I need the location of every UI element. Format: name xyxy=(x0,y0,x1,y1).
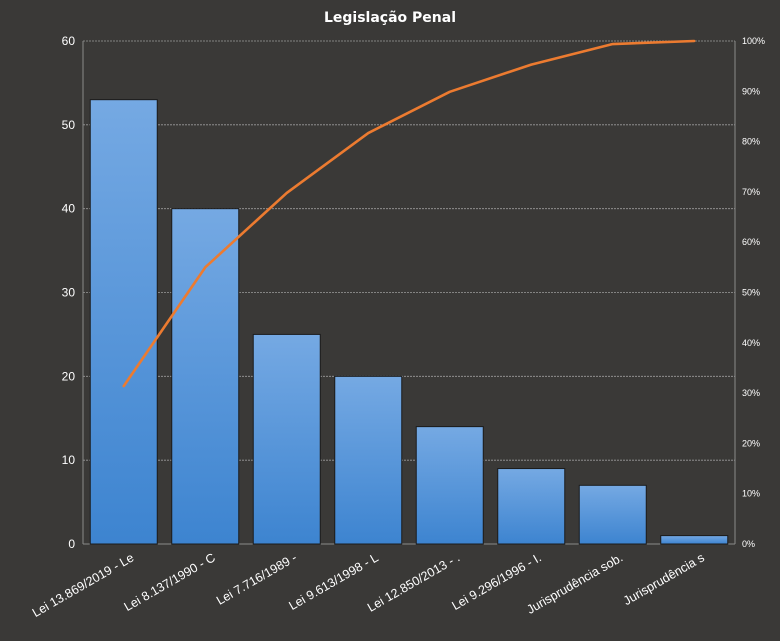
x-tick-label: Jurisprudência s xyxy=(621,550,707,608)
bar xyxy=(660,535,729,545)
y2-tick-label: 90% xyxy=(742,86,760,96)
y-tick-label: 60 xyxy=(62,34,76,48)
y2-tick-label: 30% xyxy=(742,388,760,398)
y2-tick-label: 60% xyxy=(742,237,760,247)
bar xyxy=(252,333,321,545)
y2-tick-label: 20% xyxy=(742,438,760,448)
y-tick-label: 40 xyxy=(62,202,76,216)
bars xyxy=(89,99,729,545)
bar xyxy=(497,468,566,545)
bar xyxy=(334,375,403,545)
y2-tick-label: 10% xyxy=(742,489,760,499)
y-tick-label: 20 xyxy=(62,369,76,383)
y-tick-label: 30 xyxy=(62,286,76,300)
y-axis-ticks: 0 10 20 30 40 50 60 xyxy=(62,34,76,551)
bar xyxy=(89,99,158,545)
chart-title: Legislação Penal xyxy=(324,10,456,26)
y2-tick-label: 70% xyxy=(742,187,760,197)
bar xyxy=(415,426,484,545)
x-tick-label: Lei 13.869/2019 - Le xyxy=(30,550,136,619)
y2-tick-label: 50% xyxy=(742,288,760,298)
y-tick-label: 0 xyxy=(68,537,75,551)
x-tick-label: Lei 8.137/1990 - C xyxy=(122,550,218,614)
bar xyxy=(578,484,647,545)
x-tick-label: Lei 7.716/1989 - xyxy=(214,550,299,607)
x-tick-label: Lei 12.850/2013 - . xyxy=(365,550,462,614)
y-tick-label: 50 xyxy=(62,118,76,132)
y2-tick-label: 80% xyxy=(742,137,760,147)
y2-tick-label: 0% xyxy=(742,539,755,549)
y2-axis-ticks: 0% 10% 20% 30% 40% 50% 60% 70% 80% 90% 100% xyxy=(742,36,765,549)
y2-tick-label: 100% xyxy=(742,36,765,46)
y2-tick-label: 40% xyxy=(742,338,760,348)
y-tick-label: 10 xyxy=(62,453,76,467)
cumulative-percent-line xyxy=(122,39,696,388)
bar xyxy=(171,208,240,545)
cumulative-line-layer xyxy=(122,39,696,388)
